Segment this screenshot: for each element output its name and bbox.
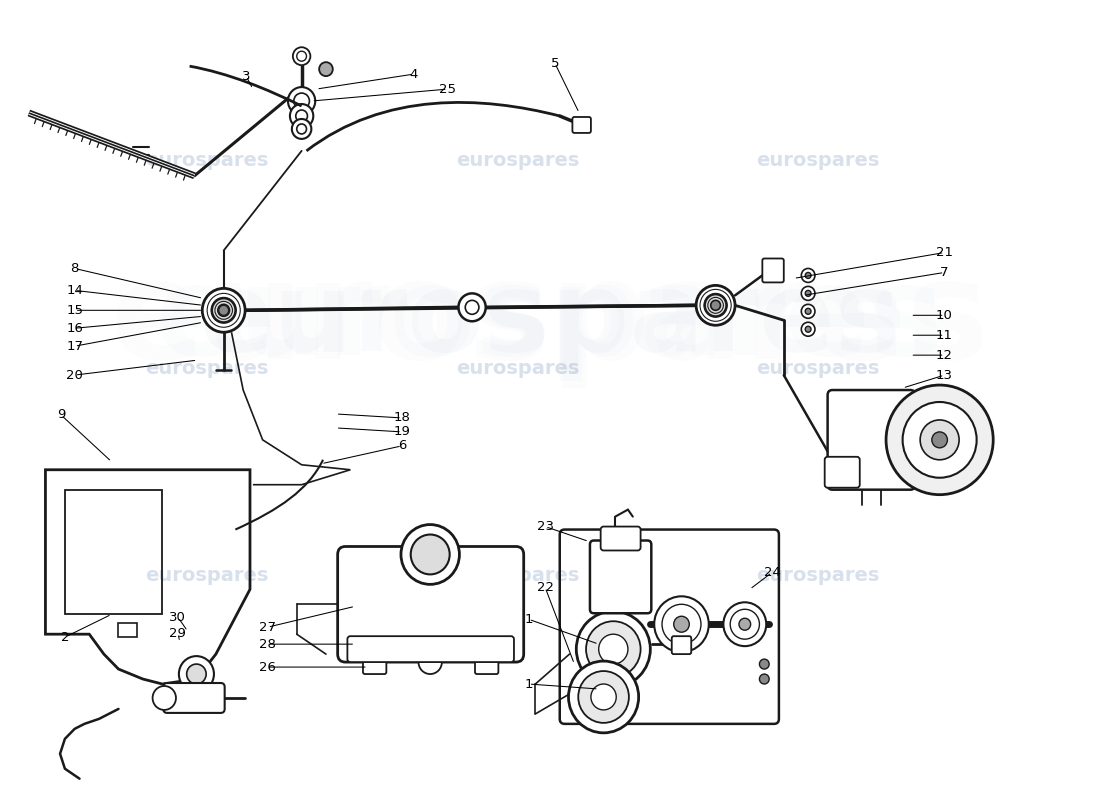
Circle shape [153,686,176,710]
Text: 7: 7 [940,266,948,279]
Circle shape [920,420,959,460]
Text: 10: 10 [936,309,953,322]
Text: 25: 25 [439,82,456,95]
Text: 19: 19 [394,426,410,438]
Circle shape [759,674,769,684]
FancyBboxPatch shape [348,636,514,662]
Circle shape [319,62,333,76]
FancyBboxPatch shape [601,526,640,550]
Text: 23: 23 [537,520,553,533]
Circle shape [805,326,811,332]
Text: 24: 24 [763,566,781,579]
FancyBboxPatch shape [825,457,860,488]
Circle shape [179,656,213,692]
Text: 26: 26 [260,661,276,674]
Text: 16: 16 [66,322,84,334]
Text: 13: 13 [936,369,953,382]
Circle shape [290,104,314,128]
Circle shape [654,596,708,652]
Circle shape [887,385,993,494]
Circle shape [805,308,811,314]
FancyBboxPatch shape [672,636,691,654]
FancyBboxPatch shape [827,390,915,490]
Text: 30: 30 [169,610,186,624]
Circle shape [711,300,720,310]
Text: 17: 17 [66,340,84,353]
Circle shape [288,87,316,115]
Circle shape [218,304,230,316]
Text: 15: 15 [66,304,84,317]
FancyBboxPatch shape [338,546,524,662]
Text: eurospares: eurospares [756,566,880,585]
FancyBboxPatch shape [363,652,386,674]
Circle shape [212,298,235,322]
FancyBboxPatch shape [118,623,138,637]
Circle shape [418,650,442,674]
Circle shape [673,616,690,632]
Text: 3: 3 [242,70,251,82]
Circle shape [805,273,811,278]
Circle shape [724,602,767,646]
Circle shape [801,269,815,282]
Circle shape [292,119,311,139]
Text: 12: 12 [936,349,953,362]
Circle shape [586,622,640,677]
Text: eurospares: eurospares [145,358,268,378]
Text: eurospares: eurospares [456,358,580,378]
Text: eurospares: eurospares [756,358,880,378]
FancyBboxPatch shape [762,258,784,282]
Text: 6: 6 [398,439,406,452]
Circle shape [696,286,735,326]
Circle shape [579,671,629,723]
Text: 9: 9 [57,409,65,422]
Text: 21: 21 [936,246,953,259]
Text: 29: 29 [169,626,186,640]
Circle shape [759,659,769,669]
FancyBboxPatch shape [590,541,651,614]
Circle shape [932,432,947,448]
Text: eurospares: eurospares [145,151,268,170]
Circle shape [801,304,815,318]
Text: 2: 2 [60,630,69,644]
Text: 20: 20 [66,369,84,382]
Text: eurospares: eurospares [199,266,901,374]
Circle shape [569,661,639,733]
Circle shape [903,402,977,478]
Text: 18: 18 [394,411,410,425]
Text: 28: 28 [260,638,276,650]
Text: 1: 1 [525,678,532,690]
Circle shape [805,290,811,296]
Text: 11: 11 [936,329,953,342]
Text: eurospares: eurospares [456,151,580,170]
Text: eurospares: eurospares [145,566,268,585]
FancyBboxPatch shape [163,683,224,713]
Circle shape [293,47,310,65]
Circle shape [410,534,450,574]
FancyBboxPatch shape [475,652,498,674]
Circle shape [202,288,245,332]
Text: 1: 1 [525,613,532,626]
Text: 22: 22 [537,581,553,594]
Circle shape [598,634,628,664]
Text: 14: 14 [66,284,84,297]
Text: 8: 8 [70,262,79,275]
Circle shape [576,611,650,687]
Text: 4: 4 [409,68,418,81]
Text: eurospares: eurospares [111,253,989,388]
Circle shape [187,664,206,684]
Circle shape [801,286,815,300]
Text: eurospares: eurospares [155,260,945,381]
Circle shape [739,618,750,630]
Circle shape [402,525,460,584]
Text: 27: 27 [258,621,276,634]
Text: 5: 5 [551,57,559,70]
Circle shape [705,294,726,316]
Text: eurospares: eurospares [456,566,580,585]
FancyBboxPatch shape [572,117,591,133]
Circle shape [591,684,616,710]
Circle shape [459,294,486,322]
Circle shape [801,322,815,336]
Text: eurospares: eurospares [756,151,880,170]
